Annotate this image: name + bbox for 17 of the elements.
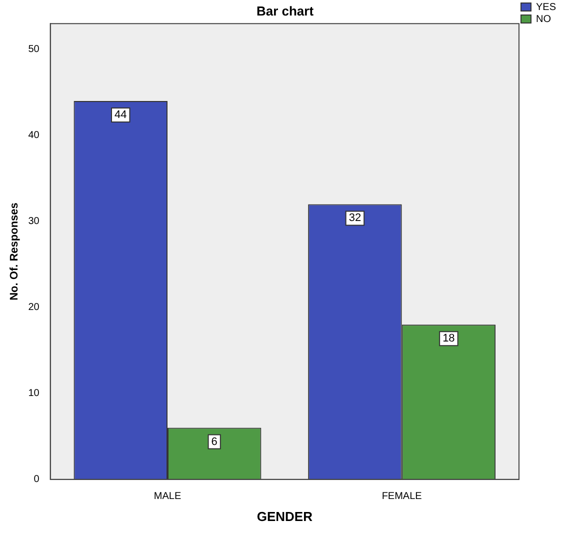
data-label: 32 bbox=[348, 212, 362, 224]
x-tick-label: FEMALE bbox=[382, 491, 422, 502]
data-label: 44 bbox=[114, 109, 127, 122]
y-tick-label: 0 bbox=[34, 474, 40, 486]
legend-label: YES bbox=[536, 2, 556, 13]
data-label: 18 bbox=[442, 332, 455, 345]
x-tick-label: MALE bbox=[154, 491, 182, 502]
legend-label: NO bbox=[536, 14, 552, 25]
chart-title: Bar chart bbox=[256, 3, 314, 18]
y-tick-label: 40 bbox=[28, 130, 40, 142]
y-tick-label: 20 bbox=[28, 302, 40, 314]
y-tick-label: 50 bbox=[28, 44, 40, 56]
x-axis-title: GENDER bbox=[256, 508, 314, 524]
y-tick-label: 10 bbox=[28, 388, 40, 400]
y-tick-label: 30 bbox=[28, 216, 40, 228]
data-label: 6 bbox=[211, 436, 218, 448]
y-axis-title: No. Of. Responses bbox=[8, 202, 21, 300]
